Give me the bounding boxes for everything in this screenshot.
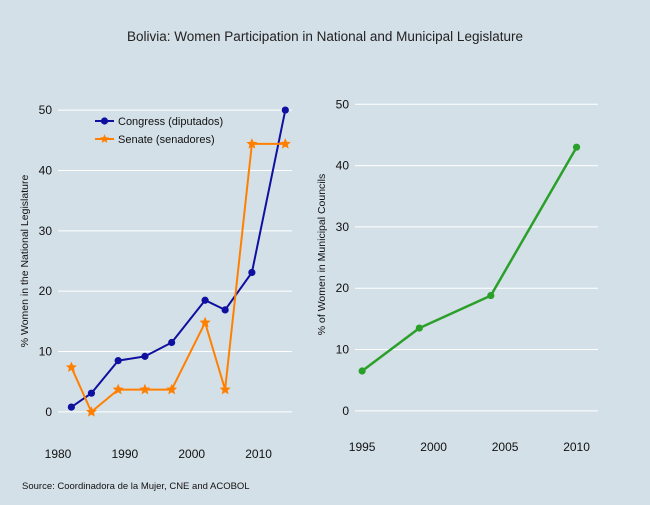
data-point [487, 291, 495, 300]
data-point [201, 296, 209, 304]
y-axis-label: % Women in the National Legislature [19, 175, 31, 348]
data-point-star [112, 383, 124, 395]
x-tick-label: 1990 [112, 447, 139, 461]
legend: Congress (diputados) Senate (senadores) [95, 116, 223, 146]
data-point-star [166, 383, 178, 395]
y-tick-label: 50 [39, 103, 53, 117]
legend-swatch-marker [100, 117, 109, 125]
y-tick-label: 10 [336, 343, 350, 357]
y-axis-label: % of Women in Municipal Councils [316, 174, 328, 335]
y-tick-label: 50 [336, 97, 350, 111]
legend-entry-label: Congress (diputados) [118, 116, 223, 128]
y-tick-label: 30 [336, 220, 350, 234]
y-tick-label: 0 [45, 405, 52, 419]
source-note: Source: Coordinadora de la Mujer, CNE an… [22, 481, 250, 492]
data-point-star [85, 406, 97, 417]
x-tick-label: 2000 [420, 440, 447, 454]
data-point [87, 389, 96, 397]
data-point [572, 143, 581, 151]
data-point [114, 357, 122, 365]
data-point [248, 268, 256, 277]
x-tick-label: 1980 [45, 447, 72, 461]
data-point-star [246, 138, 258, 149]
data-point [67, 403, 75, 411]
data-point [415, 324, 423, 332]
y-tick-label: 20 [39, 284, 53, 298]
x-tick-label: 2010 [245, 447, 272, 461]
data-point-star [139, 383, 151, 395]
y-tick-label: 40 [336, 159, 350, 173]
data-point [281, 106, 289, 114]
chart-title: Bolivia: Women Participation in National… [127, 29, 523, 44]
y-tick-label: 40 [39, 163, 53, 177]
y-tick-label: 30 [39, 224, 53, 238]
left-chart-panel: 0 10 20 30 40 50 1980 1990 2000 2010 % Women in th… [19, 103, 292, 461]
data-point [221, 306, 229, 314]
x-tick-label: 1995 [349, 440, 376, 454]
x-tick-label: 2010 [563, 440, 590, 454]
y-tick-label: 20 [336, 281, 350, 295]
x-tick-label: 2000 [178, 447, 205, 461]
y-tick-label: 0 [342, 404, 349, 418]
data-point-star [199, 316, 211, 328]
data-point-star [65, 361, 77, 372]
series-line-1 [70, 109, 287, 408]
data-point-star [279, 138, 291, 149]
data-point [358, 367, 366, 375]
data-point-star [219, 383, 231, 395]
data-point [141, 352, 149, 360]
data-point [168, 338, 176, 347]
legend-swatch-marker [99, 134, 110, 143]
right-chart-panel: 0 10 20 30 40 50 1995 2000 2005 2010 % of Women in… [316, 97, 598, 454]
series-line-1 [361, 146, 578, 372]
x-tick-label: 2005 [492, 440, 519, 454]
series-line-2 [70, 142, 286, 413]
y-tick-label: 10 [39, 345, 53, 359]
legend-entry-label: Senate (senadores) [118, 134, 215, 146]
